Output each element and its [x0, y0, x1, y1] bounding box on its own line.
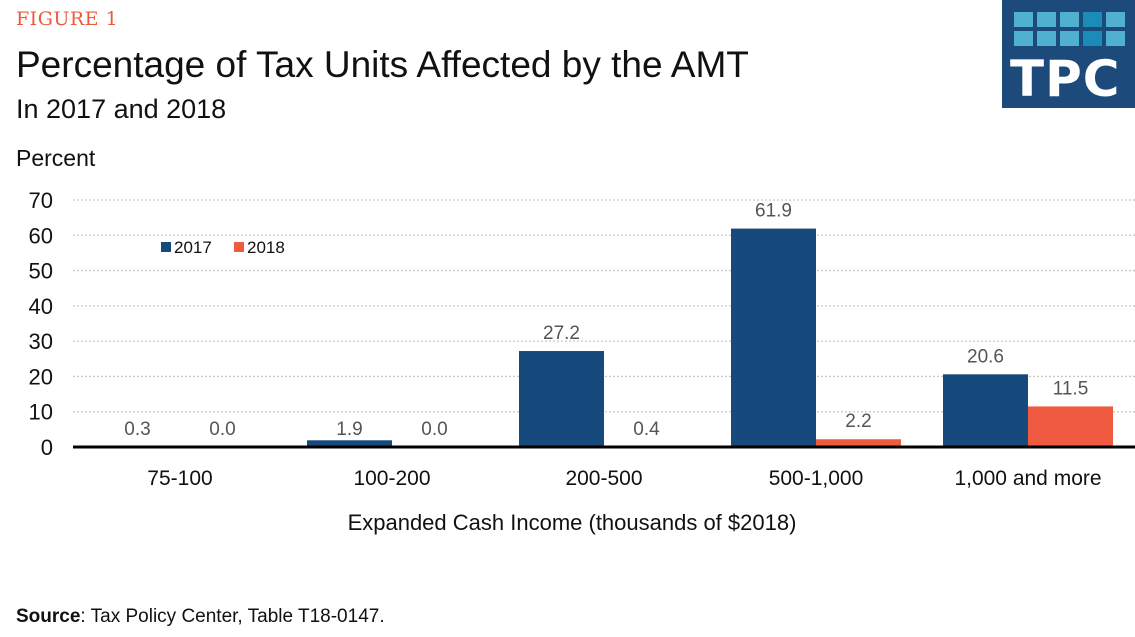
data-label: 1.9: [336, 419, 362, 440]
y-tick-label: 0: [41, 435, 53, 460]
legend-swatch-2018: [234, 242, 244, 252]
legend-label: 2018: [247, 238, 285, 257]
data-labels: 0.3 0.0 1.9 0.0 27.2 0.4 61.9 2.2 20.6 11.5: [124, 201, 1088, 440]
bar-2017: [731, 228, 816, 447]
source-note: Source: Tax Policy Center, Table T18-014…: [16, 606, 385, 628]
data-label: 0.0: [209, 419, 235, 440]
y-tick-label: 10: [29, 400, 53, 425]
y-tick-label: 50: [29, 259, 53, 284]
bar-2017: [519, 351, 604, 447]
data-label: 11.5: [1053, 378, 1089, 399]
y-tick-label: 70: [29, 188, 53, 213]
x-axis-label: Expanded Cash Income (thousands of $2018…: [348, 510, 797, 535]
data-label: 0.3: [124, 419, 150, 440]
logo-text: TPC: [1010, 50, 1121, 108]
y-axis-ticks: 0 10 20 30 40 50 60 70: [29, 188, 53, 460]
source-label: Source: [16, 606, 81, 627]
x-tick-label: 500-1,000: [769, 467, 864, 490]
y-tick-label: 60: [29, 223, 53, 248]
tpc-logo: TPC: [1002, 0, 1135, 108]
source-text: : Tax Policy Center, Table T18-0147.: [80, 606, 385, 627]
figure-label: FIGURE 1: [16, 8, 119, 30]
y-tick-label: 20: [29, 364, 53, 389]
x-tick-label: 75-100: [147, 467, 212, 490]
legend: 2017 2018: [161, 238, 285, 257]
bar-2018: [1028, 406, 1113, 447]
data-label: 61.9: [755, 201, 792, 222]
x-tick-label: 200-500: [565, 467, 642, 490]
y-tick-label: 40: [29, 294, 53, 319]
bar-2017: [943, 374, 1028, 447]
chart-subtitle: In 2017 and 2018: [16, 94, 227, 124]
y-tick-label: 30: [29, 329, 53, 354]
chart-title: Percentage of Tax Units Affected by the …: [16, 44, 749, 85]
x-axis-ticks: 75-100 100-200 200-500 500-1,000 1,000 and m…: [147, 467, 1101, 490]
x-tick-label: 100-200: [353, 467, 430, 490]
data-label: 20.6: [967, 346, 1004, 367]
bars: [95, 228, 1113, 447]
data-label: 2.2: [845, 411, 871, 432]
data-label: 0.0: [421, 419, 447, 440]
legend-swatch-2017: [161, 242, 171, 252]
y-axis-label: Percent: [16, 145, 96, 171]
data-label: 27.2: [543, 323, 580, 344]
bar-2018: [816, 439, 901, 447]
x-tick-label: 1,000 and more: [954, 467, 1101, 490]
legend-label: 2017: [174, 238, 212, 257]
logo-grid-icon: [1014, 12, 1125, 46]
data-label: 0.4: [633, 419, 660, 440]
bar-chart: 0 10 20 30 40 50 60 70 0.3 0.0 1.9 0.0 27.2 0.4 61.9 2…: [29, 188, 1135, 535]
bar-2017: [307, 440, 392, 447]
